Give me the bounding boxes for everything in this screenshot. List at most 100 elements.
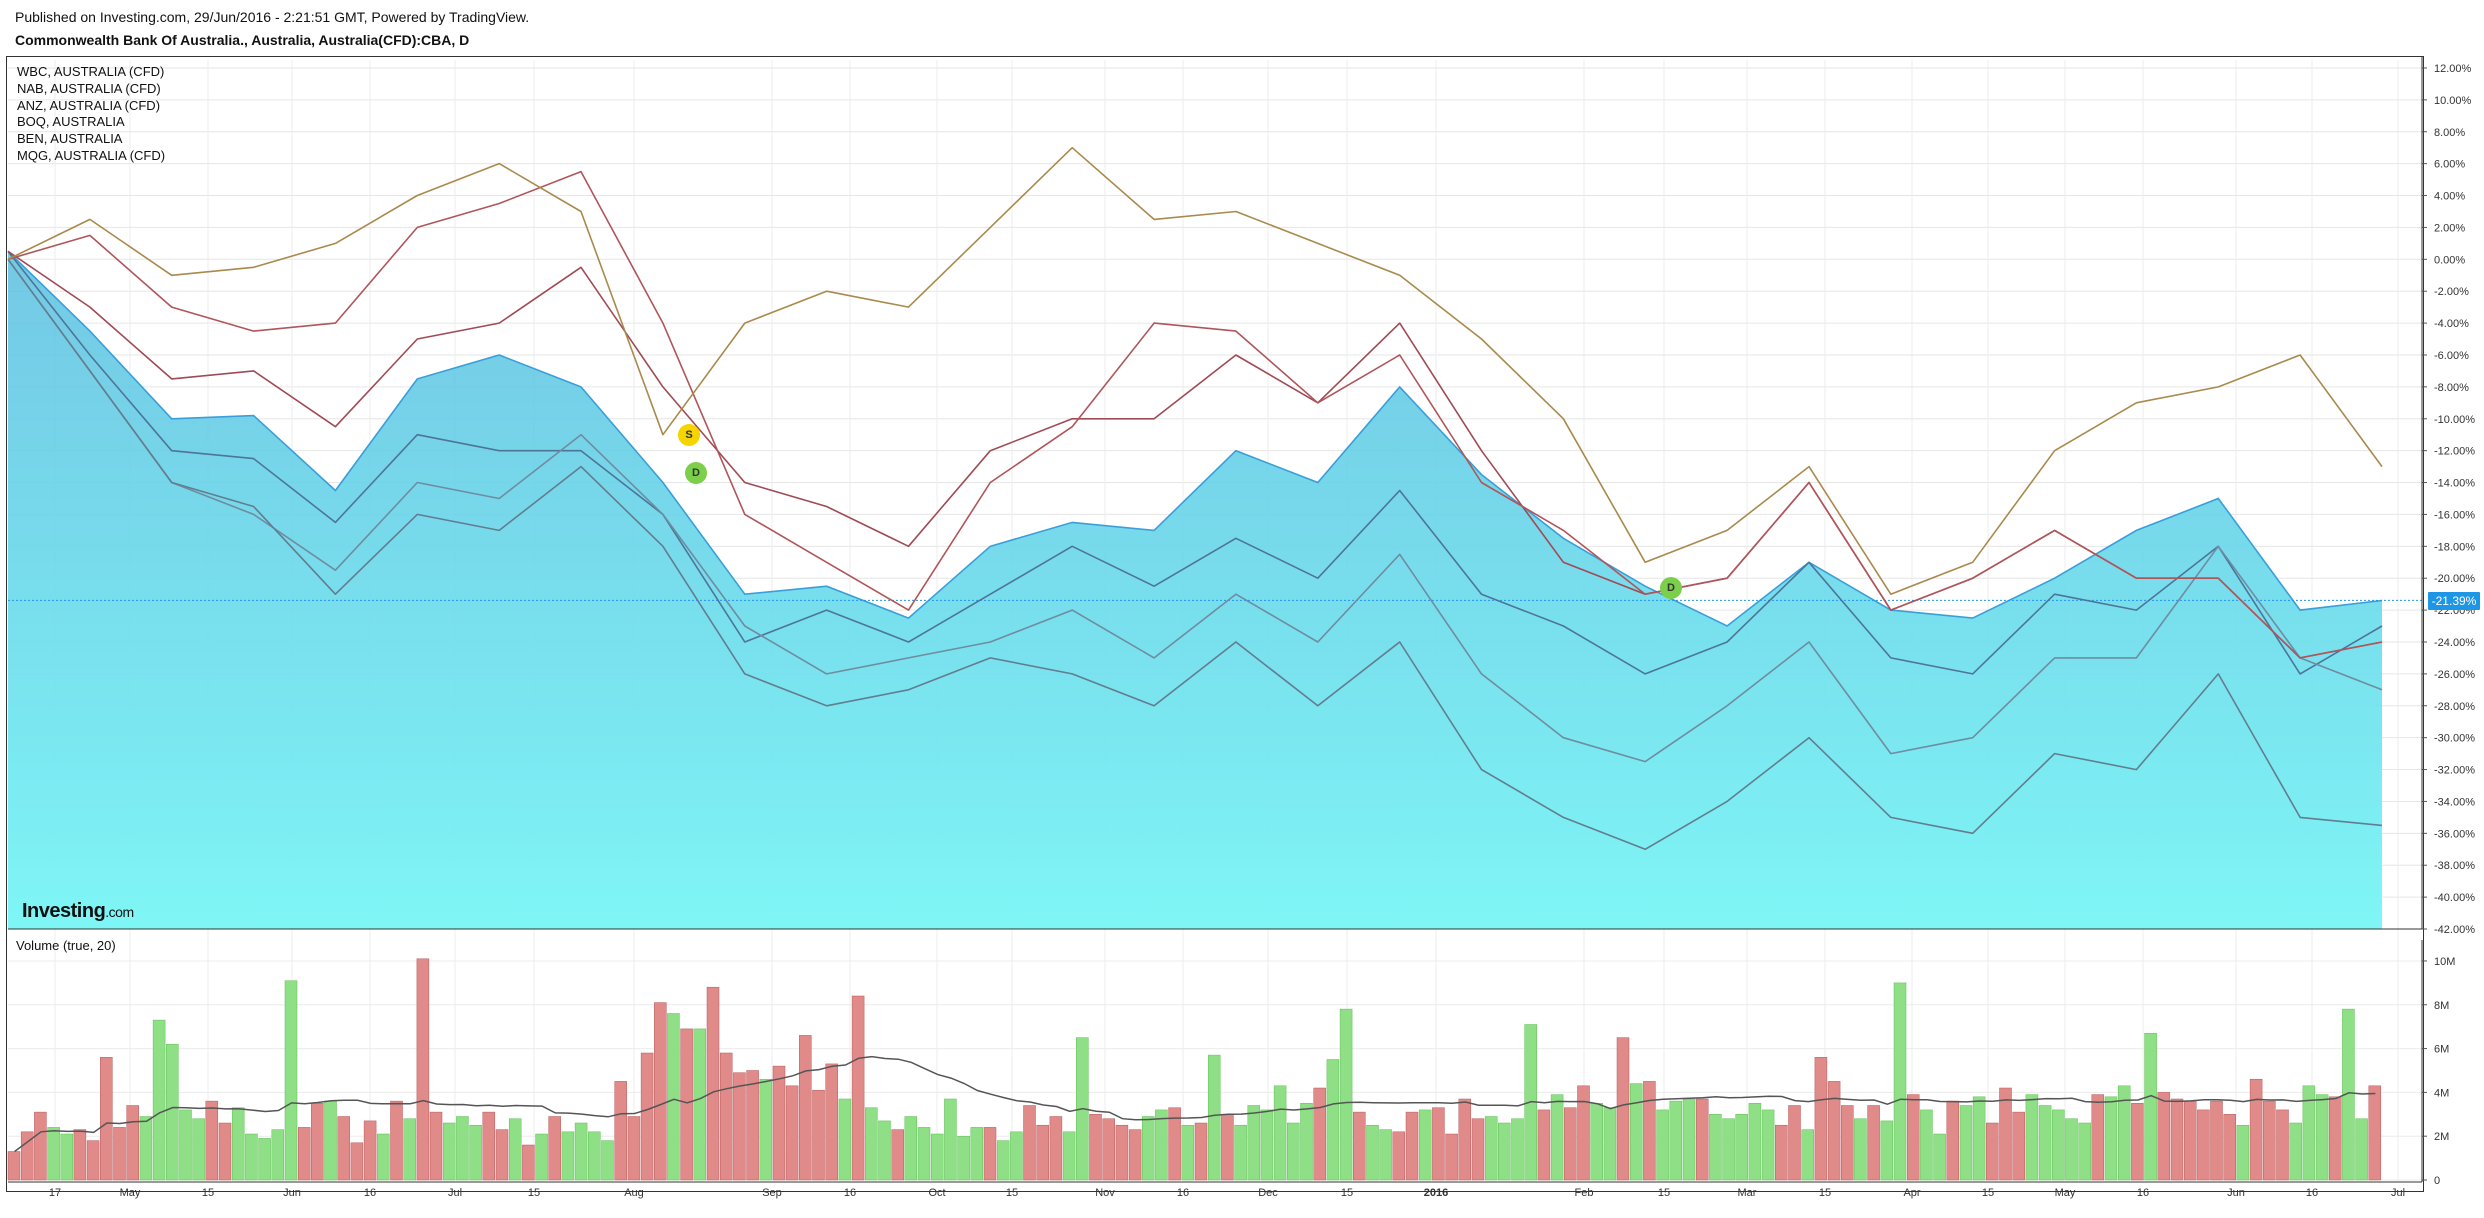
volume-bar <box>1867 1105 1880 1181</box>
volume-bar <box>1511 1118 1524 1181</box>
volume-bar <box>363 1120 377 1181</box>
volume-bar <box>1036 1124 1049 1181</box>
y-tick-label: -16.00% <box>2434 509 2475 521</box>
volume-bar <box>1709 1114 1722 1181</box>
split-marker[interactable]: S <box>678 424 700 446</box>
volume-bar <box>1590 1103 1603 1181</box>
volume-bar <box>2078 1122 2091 1181</box>
volume-bar <box>2223 1114 2236 1181</box>
volume-bar <box>1366 1124 1379 1181</box>
volume-bar <box>1722 1118 1735 1181</box>
volume-bar <box>535 1133 548 1181</box>
volume-bar <box>1920 1109 1933 1181</box>
volume-bar <box>680 1028 693 1181</box>
volume-bar <box>324 1100 337 1181</box>
y-tick-label: -4.00% <box>2434 318 2469 330</box>
volume-bar <box>2157 1092 2171 1181</box>
legend-item-boq[interactable]: BOQ, AUSTRALIA <box>17 114 125 130</box>
volume-bar <box>957 1135 970 1181</box>
volume-bar <box>2210 1100 2223 1181</box>
volume-bar <box>1089 1114 1102 1181</box>
volume-bar <box>601 1140 614 1181</box>
volume-bar <box>2183 1100 2197 1181</box>
volume-bar <box>231 1107 245 1181</box>
volume-bar <box>2038 1105 2052 1181</box>
volume-bar <box>1221 1114 1234 1181</box>
dividend-marker[interactable]: D <box>1660 577 1682 599</box>
volume-bar <box>1827 1081 1841 1181</box>
volume-bar <box>1814 1057 1828 1181</box>
volume-tick-label: 2M <box>2434 1131 2449 1143</box>
volume-bar <box>1313 1087 1326 1181</box>
series-line-wbc <box>7 250 2383 675</box>
volume-bar <box>1379 1129 1392 1181</box>
volume-bar <box>482 1111 496 1181</box>
volume-bar <box>1287 1122 1300 1181</box>
volume-bar <box>706 986 720 1181</box>
series-line-mqg <box>7 146 2383 595</box>
volume-bar <box>73 1129 87 1181</box>
price-axis: 12.00% 10.00% 8.00% 6.00% 4.00% 2.00% 0.00% -2.… <box>2421 56 2475 936</box>
volume-bar <box>1577 1085 1590 1181</box>
y-tick-label: 4.00% <box>2434 191 2465 203</box>
y-tick-label: 8.00% <box>2434 127 2465 139</box>
volume-bar <box>1498 1122 1511 1181</box>
volume-bar <box>1168 1107 1181 1181</box>
legend-item-anz[interactable]: ANZ, AUSTRALIA (CFD) <box>17 97 161 113</box>
volume-bar <box>865 1107 878 1181</box>
volume-bar <box>1115 1124 1129 1181</box>
volume-bar <box>495 1129 509 1181</box>
legend-item-ben[interactable]: BEN, AUSTRALIA <box>17 131 123 147</box>
volume-bar <box>667 1013 680 1181</box>
volume-bar <box>2104 1096 2118 1181</box>
chart-title: Commonwealth Bank Of Australia., Austral… <box>15 32 470 48</box>
volume-label: Volume (true, 20) <box>16 938 116 953</box>
x-tick-label: 16 <box>364 1187 376 1199</box>
y-tick-label: -6.00% <box>2434 350 2469 362</box>
volume-bar <box>759 1078 773 1181</box>
volume-bar <box>1023 1105 1036 1181</box>
volume-bar <box>1353 1111 1366 1181</box>
x-tick-label: Nov <box>1095 1187 1115 1199</box>
volume-bar <box>469 1124 482 1181</box>
x-tick-label: 15 <box>1819 1187 1831 1199</box>
volume-bar <box>179 1109 192 1181</box>
legend-item-wbc[interactable]: WBC, AUSTRALIA (CFD) <box>17 64 165 79</box>
legend-item-nab[interactable]: NAB, AUSTRALIA (CFD) <box>17 80 161 96</box>
volume-tick-label: 8M <box>2434 1000 2449 1012</box>
volume-bar <box>2065 1118 2078 1181</box>
volume-bar <box>2236 1124 2250 1181</box>
volume-bar <box>654 1002 667 1181</box>
volume-moving-average <box>14 1055 2376 1153</box>
x-tick-label: Jul <box>448 1187 462 1199</box>
y-tick-label: -2.00% <box>2434 286 2469 298</box>
volume-bar <box>456 1116 469 1181</box>
volume-bar <box>47 1127 60 1181</box>
x-tick-label: 17 <box>49 1187 61 1199</box>
volume-bar <box>2315 1094 2329 1181</box>
legend-item-mqg[interactable]: MQG, AUSTRALIA (CFD) <box>17 147 166 163</box>
volume-bar <box>2328 1096 2342 1181</box>
volume-bar <box>548 1116 561 1181</box>
y-tick-label: -34.00% <box>2434 796 2475 808</box>
volume-bar <box>1049 1116 1063 1181</box>
y-tick-label: -38.00% <box>2434 860 2475 872</box>
volume-bar <box>2276 1109 2289 1181</box>
volume-bar <box>403 1118 416 1181</box>
volume-bar <box>970 1127 984 1181</box>
volume-bar <box>1695 1098 1709 1181</box>
x-tick-label: 16 <box>2137 1187 2149 1199</box>
volume-bar <box>2012 1111 2025 1181</box>
volume-bar <box>1669 1100 1683 1181</box>
x-tick-label: 16 <box>2306 1187 2318 1199</box>
dividend-marker[interactable]: D <box>685 462 707 484</box>
volume-bar <box>2263 1100 2276 1181</box>
volume-bar <box>1564 1107 1577 1181</box>
volume-bar <box>2342 1008 2355 1181</box>
x-tick-label: 15 <box>1982 1187 1994 1199</box>
series-line-anz <box>7 258 2383 851</box>
volume-bar <box>2289 1122 2302 1181</box>
area-series-line <box>7 250 2383 627</box>
volume-bar <box>1458 1098 1472 1181</box>
